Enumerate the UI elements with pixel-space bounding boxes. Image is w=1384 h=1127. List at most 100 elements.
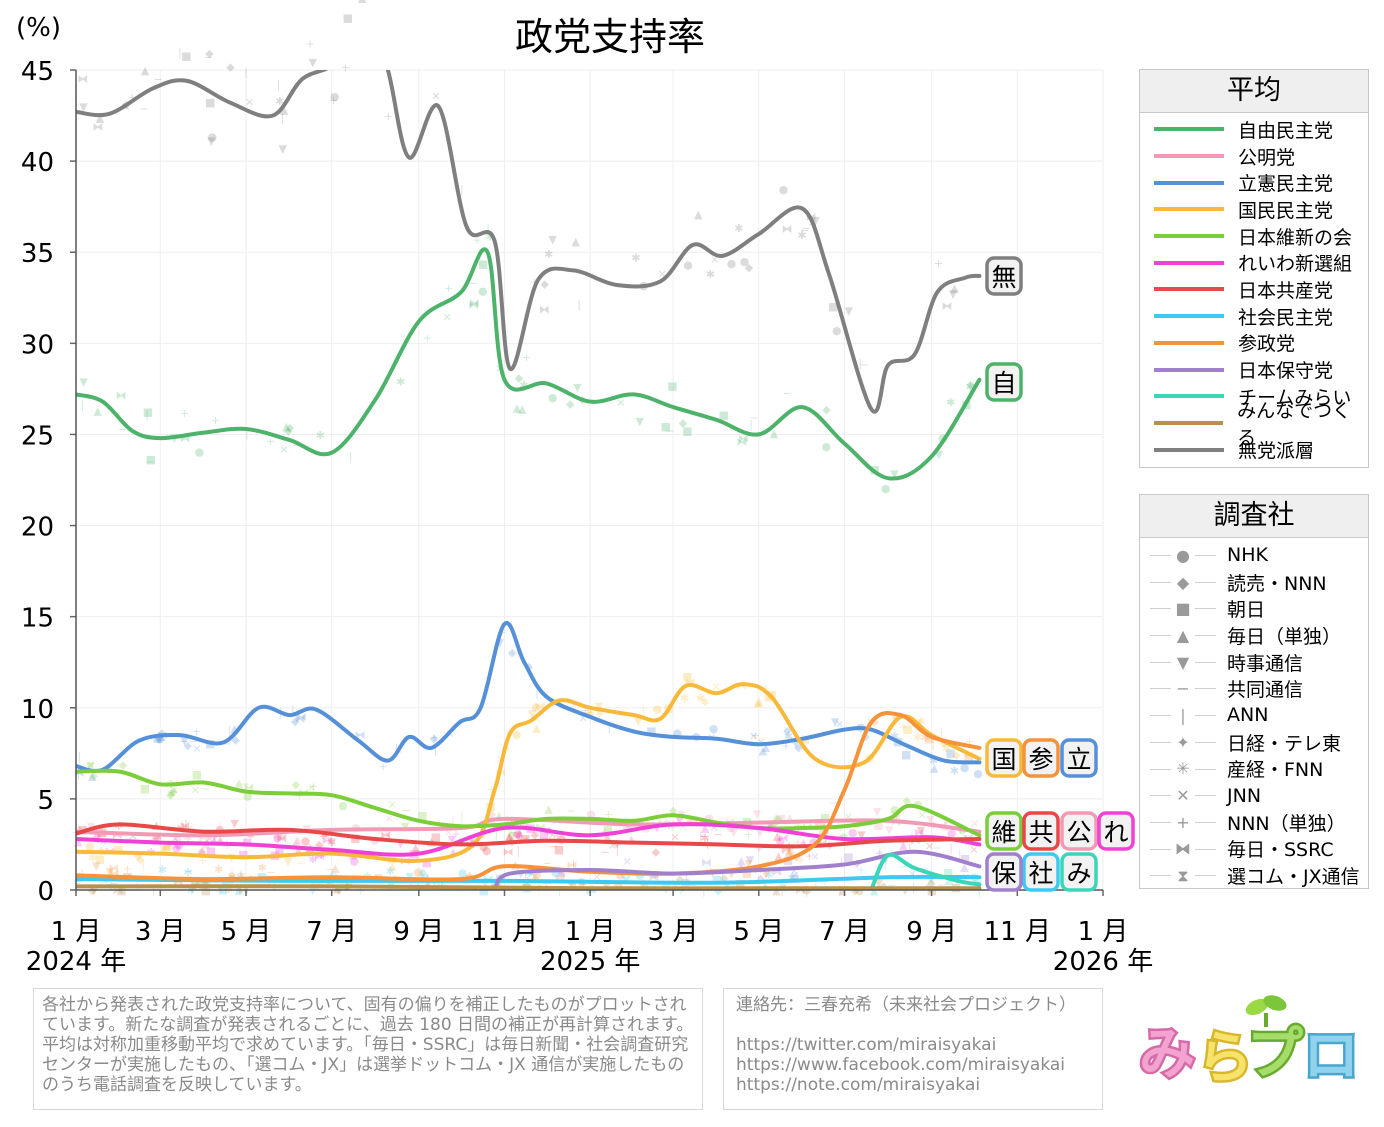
legend-pollster-item: ◆ 読売・NNN bbox=[1140, 569, 1368, 596]
poll-point: ■ bbox=[943, 866, 953, 879]
poll-point: ▲ bbox=[737, 854, 746, 867]
note-link[interactable]: https://note.com/miraisyakai bbox=[736, 1075, 981, 1095]
poll-point: ⧓ bbox=[567, 858, 578, 871]
poll-point: | bbox=[840, 856, 844, 869]
poll-point: | bbox=[244, 882, 248, 895]
legend-pollster-label: NHK bbox=[1227, 544, 1268, 567]
series-tag-box bbox=[1022, 811, 1060, 851]
poll-point: + bbox=[123, 862, 132, 875]
x-tick-label: 7 月 bbox=[819, 917, 870, 947]
poll-point: ⧓ bbox=[736, 436, 747, 449]
poll-point: ◆ bbox=[540, 277, 549, 290]
poll-point: ■ bbox=[901, 748, 911, 761]
poll-point: ⧓ bbox=[116, 389, 127, 402]
poll-point: | bbox=[750, 818, 754, 831]
poll-point: ▲ bbox=[216, 833, 225, 846]
poll-point: ■ bbox=[902, 722, 912, 735]
poll-point: ⧓ bbox=[778, 832, 789, 845]
poll-point: ▼ bbox=[595, 700, 604, 713]
poll-point: ▼ bbox=[86, 760, 95, 773]
poll-point: ● bbox=[727, 257, 737, 270]
poll-point: | bbox=[572, 858, 576, 871]
poll-point: ⧓ bbox=[380, 829, 391, 842]
poll-point: ◆ bbox=[870, 715, 879, 728]
x-tick-label: 5 月 bbox=[221, 917, 272, 947]
poll-point: ■ bbox=[520, 832, 530, 845]
poll-point: ▲ bbox=[950, 282, 959, 295]
legend-pollster-item: ✕ JNN bbox=[1140, 782, 1368, 809]
poll-point: − bbox=[204, 51, 213, 64]
poll-point: ✱ bbox=[764, 868, 773, 881]
poll-point: + bbox=[430, 731, 439, 744]
poll-point: ▲ bbox=[235, 777, 244, 790]
dash-marker-icon: − bbox=[1171, 679, 1195, 699]
poll-point: + bbox=[797, 825, 806, 838]
poll-point: ✕ bbox=[443, 311, 452, 324]
facebook-link[interactable]: https://www.facebook.com/miraisyakai bbox=[736, 1055, 1066, 1075]
poll-point: ■ bbox=[661, 420, 671, 433]
legend-pollster-item: ■ 朝日 bbox=[1140, 595, 1368, 622]
y-tick-label: 45 bbox=[21, 57, 54, 87]
legend-series-swatch bbox=[1154, 420, 1224, 425]
poll-point: | bbox=[460, 810, 464, 823]
poll-point: − bbox=[340, 883, 349, 896]
poll-point: ✱ bbox=[183, 866, 192, 879]
legend-series-item: 立憲民主党 bbox=[1140, 169, 1368, 196]
twitter-link[interactable]: https://twitter.com/miraisyakai bbox=[736, 1035, 997, 1055]
poll-point: + bbox=[781, 740, 790, 753]
poll-point: | bbox=[228, 724, 232, 737]
poll-point: − bbox=[800, 224, 809, 237]
poll-point: ⧓ bbox=[92, 120, 103, 133]
poll-point: + bbox=[341, 61, 350, 74]
series-tag-box bbox=[1097, 811, 1135, 851]
poll-point: ✱ bbox=[158, 864, 167, 877]
poll-point: + bbox=[796, 854, 805, 867]
poll-point: | bbox=[451, 814, 455, 827]
poll-point: − bbox=[240, 778, 249, 791]
poll-point: ■ bbox=[417, 809, 427, 822]
poll-point: ✕ bbox=[192, 743, 201, 756]
poll-point: ▲ bbox=[694, 208, 703, 221]
poll-point: ✱ bbox=[913, 731, 922, 744]
poll-point: ▼ bbox=[874, 877, 883, 890]
poll-point: ⧓ bbox=[243, 781, 254, 794]
poll-point: − bbox=[139, 103, 148, 116]
poll-point: ⧓ bbox=[555, 872, 566, 885]
poll-point: ▼ bbox=[180, 734, 189, 747]
poll-point: ✕ bbox=[385, 813, 394, 826]
legend-pollster-label: 選コム・JX通信 bbox=[1227, 866, 1360, 889]
legend-series-swatch bbox=[1154, 154, 1224, 159]
x-tick-label: 5 月 bbox=[733, 917, 784, 947]
x-tick-label: 1 月 bbox=[565, 917, 616, 947]
poll-point: ◆ bbox=[679, 417, 688, 430]
legend-series-item: 公明党 bbox=[1140, 143, 1368, 170]
poll-point: ◆ bbox=[794, 741, 803, 754]
poll-point: ✕ bbox=[592, 871, 601, 884]
poll-point: ✕ bbox=[925, 840, 934, 853]
poll-point: − bbox=[550, 840, 559, 853]
poll-point: ● bbox=[622, 821, 632, 834]
series-line-12 bbox=[76, 70, 982, 414]
poll-point: | bbox=[535, 687, 539, 700]
poll-point: ▲ bbox=[331, 862, 340, 875]
poll-point: ● bbox=[413, 866, 423, 879]
legend-series-swatch bbox=[1154, 207, 1224, 212]
poll-point: | bbox=[749, 418, 753, 431]
poll-point: ■ bbox=[843, 850, 853, 863]
poll-point: ⧓ bbox=[503, 846, 514, 859]
poll-point: ✕ bbox=[926, 876, 935, 889]
y-tick-label: 40 bbox=[21, 148, 54, 178]
poll-point: ● bbox=[243, 790, 253, 803]
poll-point: − bbox=[665, 425, 674, 438]
legend-pollster-item: ✳ 産経・FNN bbox=[1140, 756, 1368, 783]
poll-point: + bbox=[127, 91, 136, 104]
poll-point: ■ bbox=[924, 732, 934, 745]
poll-point: ▲ bbox=[571, 235, 580, 248]
poll-point: ▼ bbox=[79, 375, 88, 388]
poll-point: ● bbox=[273, 829, 283, 842]
poll-point: ✱ bbox=[486, 230, 495, 243]
hourglass-marker-icon: ⧗ bbox=[1171, 865, 1195, 886]
poll-point: ✕ bbox=[835, 718, 844, 731]
poll-point: ● bbox=[709, 722, 719, 735]
poll-point: ■ bbox=[828, 300, 838, 313]
